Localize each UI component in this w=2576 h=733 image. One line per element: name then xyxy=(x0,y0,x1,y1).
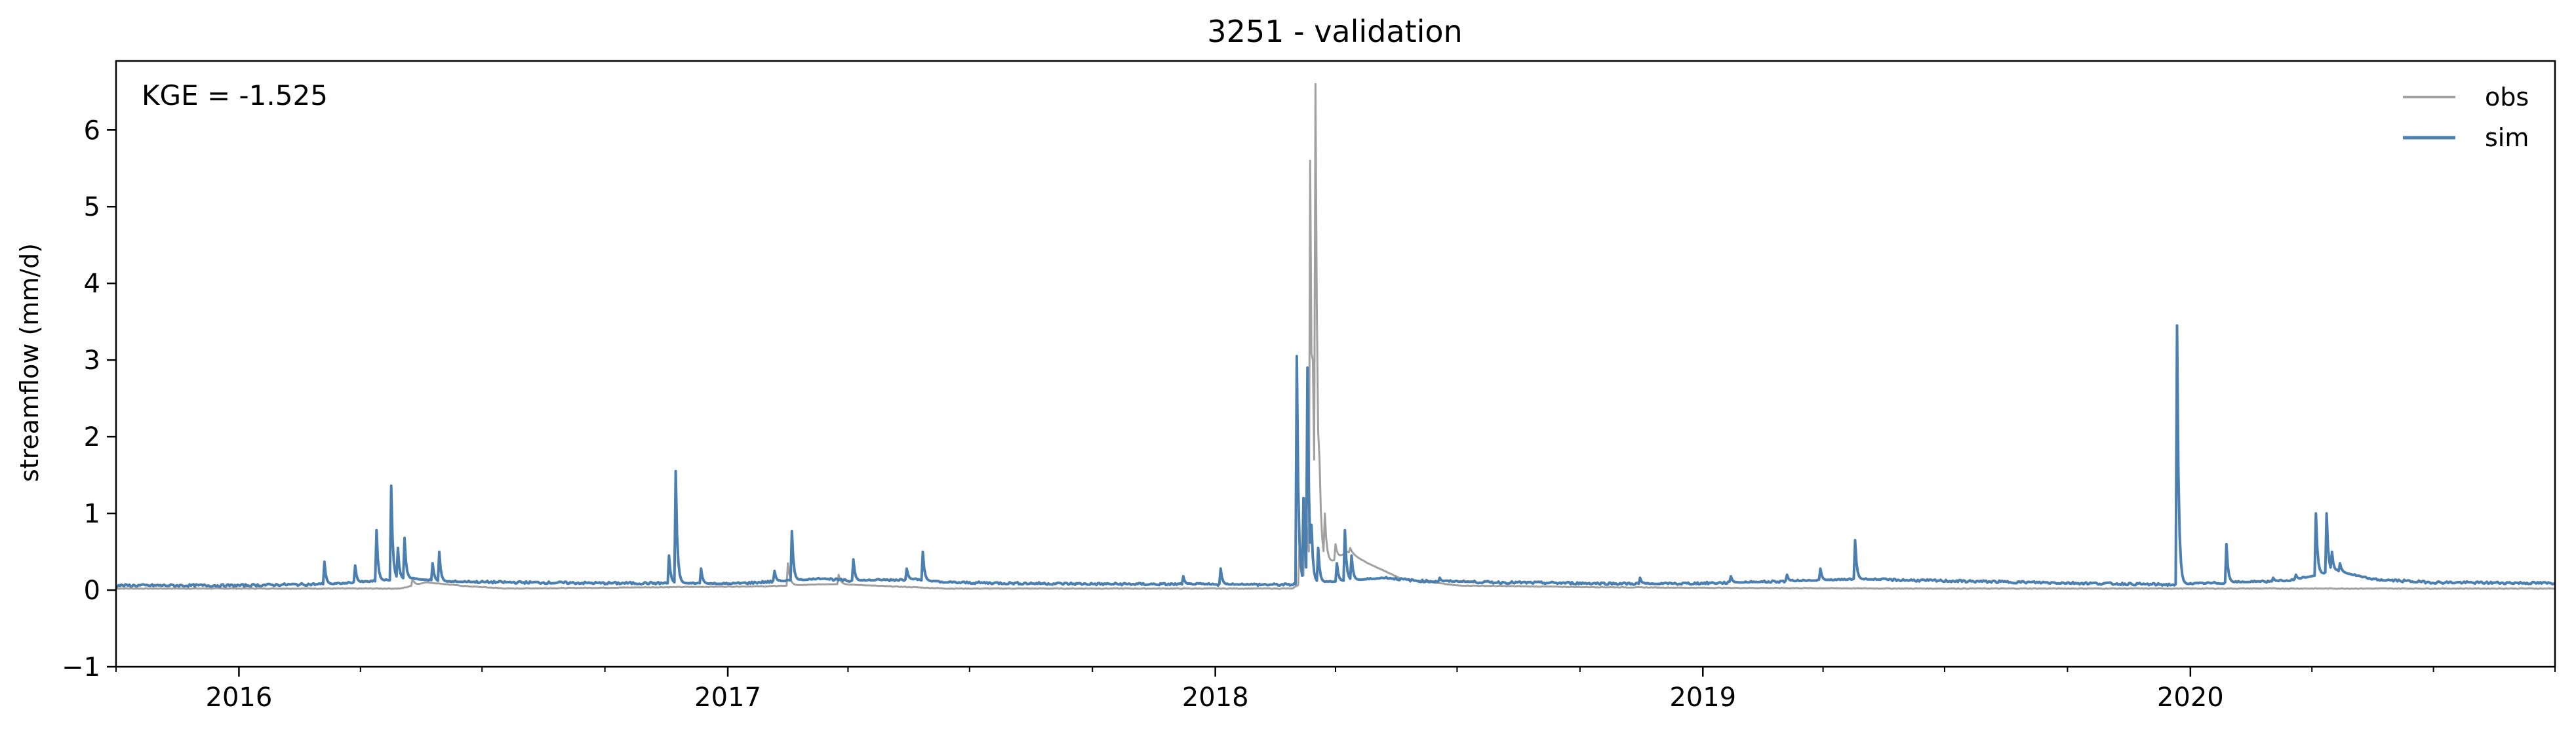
y-axis: −1 0 1 2 3 4 5 6 xyxy=(62,115,116,683)
legend-obs-label: obs xyxy=(2485,83,2529,111)
x-tick-label: 2016 xyxy=(206,683,273,713)
y-tick-label: 5 xyxy=(84,192,100,222)
y-tick-label: 6 xyxy=(84,115,100,146)
kge-annotation: KGE = -1.525 xyxy=(142,79,328,111)
legend: obs sim xyxy=(2403,83,2529,152)
series-line-sim xyxy=(116,324,2555,588)
y-tick-label: 3 xyxy=(84,346,100,376)
x-tick-label: 2017 xyxy=(694,683,761,713)
legend-sim-label: sim xyxy=(2485,123,2529,152)
series-line-obs xyxy=(116,83,2555,590)
x-tick-label: 2020 xyxy=(2157,683,2224,713)
y-tick-label: 2 xyxy=(84,422,100,452)
y-tick-label: −1 xyxy=(62,652,100,683)
y-tick-label: 1 xyxy=(84,499,100,529)
y-axis-label: streamflow (mm/d) xyxy=(15,243,44,482)
x-tick-label: 2018 xyxy=(1182,683,1249,713)
y-tick-label: 4 xyxy=(84,269,100,299)
plot-area xyxy=(116,83,2555,590)
x-tick-label: 2019 xyxy=(1669,683,1736,713)
x-axis: 2016 2017 2018 2019 2020 xyxy=(115,667,2556,713)
y-tick-label: 0 xyxy=(84,576,100,606)
chart-title: 3251 - validation xyxy=(1207,14,1462,49)
